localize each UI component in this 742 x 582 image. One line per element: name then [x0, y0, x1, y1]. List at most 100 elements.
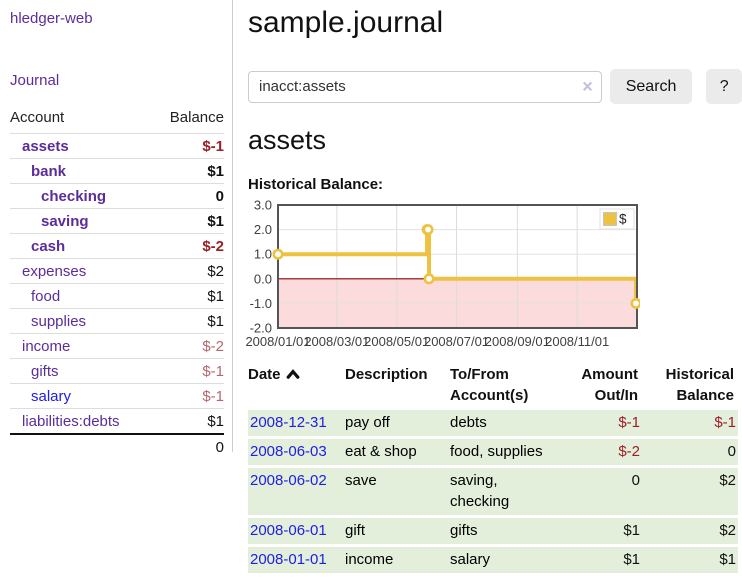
data-point-marker: [630, 297, 640, 309]
register-row: 2008-06-02 save saving, checking 0 $2: [248, 468, 738, 515]
transaction-date-link[interactable]: 2008-06-03: [250, 443, 327, 460]
search-button[interactable]: Search: [609, 69, 693, 104]
account-link-checking[interactable]: checking: [41, 187, 107, 205]
accounts-total-row: 0: [10, 433, 224, 461]
cell-balance: $-1: [642, 410, 738, 436]
account-balance: $-1: [202, 387, 224, 405]
y-tick-label: -1.0: [250, 296, 272, 311]
account-row: salary $-1: [10, 383, 224, 408]
cell-amount: $1: [580, 547, 642, 573]
y-tick-label: 3.0: [254, 200, 272, 213]
balance-chart: $3.0 2.0 1.0 0.0 -1.0 -2.0 2008/01/01 2008/03/0…: [240, 200, 742, 352]
brand-link[interactable]: hledger-web: [10, 10, 93, 27]
accounts-total-value: 0: [215, 439, 224, 456]
account-balance: $1: [207, 287, 224, 305]
cell-accounts: food, supplies: [450, 439, 580, 465]
account-row: cash $-2: [10, 233, 224, 258]
account-link-income[interactable]: income: [22, 337, 71, 355]
register-row: 2008-12-31 pay off debts $-1 $-1: [248, 410, 738, 436]
transaction-date-link[interactable]: 2008-06-02: [250, 472, 327, 489]
account-balance: $2: [207, 262, 224, 280]
account-title: assets: [248, 125, 327, 155]
register-col-header: Historical Balance: [665, 366, 734, 404]
chart-title: Historical Balance:: [248, 176, 384, 193]
cell-description: income: [345, 547, 450, 573]
cell-amount: $1: [580, 518, 642, 544]
cell-accounts: saving, checking: [450, 468, 580, 515]
legend-swatch: [603, 212, 617, 226]
y-tick-label: 2.0: [254, 222, 272, 237]
account-link-liabilities-debts[interactable]: liabilities:debts: [22, 412, 120, 430]
cell-date: 2008-12-31: [248, 410, 345, 436]
legend-label: $: [619, 212, 627, 227]
search-bar: × Search ?: [248, 69, 742, 104]
cell-description: save: [345, 468, 450, 515]
account-balance: 0: [215, 187, 224, 205]
main-content: sample.journal × Search ? assets Histori…: [245, 0, 742, 576]
account-balance: $-1: [202, 137, 224, 155]
account-link-supplies[interactable]: supplies: [31, 312, 87, 330]
account-row: checking 0: [10, 183, 224, 208]
balance-chart-svg: $3.0 2.0 1.0 0.0 -1.0 -2.02008/01/012008/03/0…: [245, 200, 640, 349]
cell-accounts: gifts: [450, 518, 580, 544]
cell-amount: 0: [580, 468, 642, 515]
cell-balance: $1: [642, 547, 738, 573]
account-link-assets[interactable]: assets: [22, 137, 69, 155]
account-tree: assets $-1 bank $1 checking 0 saving $1 cash $-2 e…: [10, 133, 224, 433]
register-body: 2008-12-31 pay off debts $-1 $-1 2008-06-03 ea…: [248, 410, 738, 573]
account-balance: $1: [207, 412, 224, 430]
account-link-gifts[interactable]: gifts: [31, 362, 59, 380]
register-col-header[interactable]: Date: [248, 364, 345, 407]
transaction-date-link[interactable]: 2008-01-01: [250, 551, 327, 568]
page-title: sample.journal: [248, 6, 444, 39]
register-row: 2008-06-01 gift gifts $1 $2: [248, 518, 738, 544]
cell-balance: $2: [642, 468, 738, 515]
account-link-bank[interactable]: bank: [31, 162, 67, 180]
nav-journal-link[interactable]: Journal: [10, 72, 60, 89]
cell-accounts: salary: [450, 547, 580, 573]
account-row: saving $1: [10, 208, 224, 233]
account-row: bank $1: [10, 158, 224, 183]
account-row: gifts $-1: [10, 358, 224, 383]
account-link-salary[interactable]: salary: [31, 387, 72, 405]
register-col-header: Amount Out/In: [581, 366, 638, 404]
cell-date: 2008-06-03: [248, 439, 345, 465]
clear-search-icon[interactable]: ×: [582, 76, 593, 97]
register-row: 2008-01-01 income salary $1 $1: [248, 547, 738, 573]
cell-balance: 0: [642, 439, 738, 465]
account-link-cash[interactable]: cash: [31, 237, 66, 255]
x-tick-label: 2008/01/01: [245, 334, 310, 349]
y-tick-label: -2.0: [250, 321, 272, 336]
cell-date: 2008-01-01: [248, 547, 345, 573]
account-link-saving[interactable]: saving: [41, 212, 89, 230]
transaction-date-link[interactable]: 2008-06-01: [250, 522, 327, 539]
y-tick-label: 1.0: [254, 247, 272, 262]
account-row: expenses $2: [10, 258, 224, 283]
x-tick-label: 2008/05/01: [364, 334, 429, 349]
search-input[interactable]: [248, 70, 602, 103]
help-button[interactable]: ?: [706, 69, 742, 104]
data-point-marker: [272, 248, 284, 260]
cell-description: pay off: [345, 410, 450, 436]
transaction-date-link[interactable]: 2008-12-31: [250, 414, 327, 431]
account-link-expenses[interactable]: expenses: [22, 262, 87, 280]
account-row: supplies $1: [10, 308, 224, 333]
account-balance: $1: [207, 162, 224, 180]
register-row: 2008-06-03 eat & shop food, supplies $-2 0: [248, 439, 738, 465]
x-tick-label: 2008/11/01: [545, 334, 609, 349]
register-col-header: To/From Account(s): [450, 366, 529, 404]
cell-date: 2008-06-02: [248, 468, 345, 515]
y-tick-label: 0.0: [254, 271, 272, 286]
cell-accounts: debts: [450, 410, 580, 436]
cell-balance: $2: [642, 518, 738, 544]
account-link-food[interactable]: food: [31, 287, 61, 305]
register-table: Date Description To/From Account(s) Amount …: [248, 361, 738, 576]
account-balance: $1: [207, 312, 224, 330]
accounts-header-account: Account: [10, 109, 65, 126]
search-input-wrap: ×: [248, 70, 602, 103]
x-tick-label: 2008/03/01: [304, 334, 369, 349]
cell-description: gift: [345, 518, 450, 544]
sidebar: hledger-web Journal Account Balance asse…: [0, 0, 233, 456]
account-balance: $-2: [202, 237, 224, 255]
